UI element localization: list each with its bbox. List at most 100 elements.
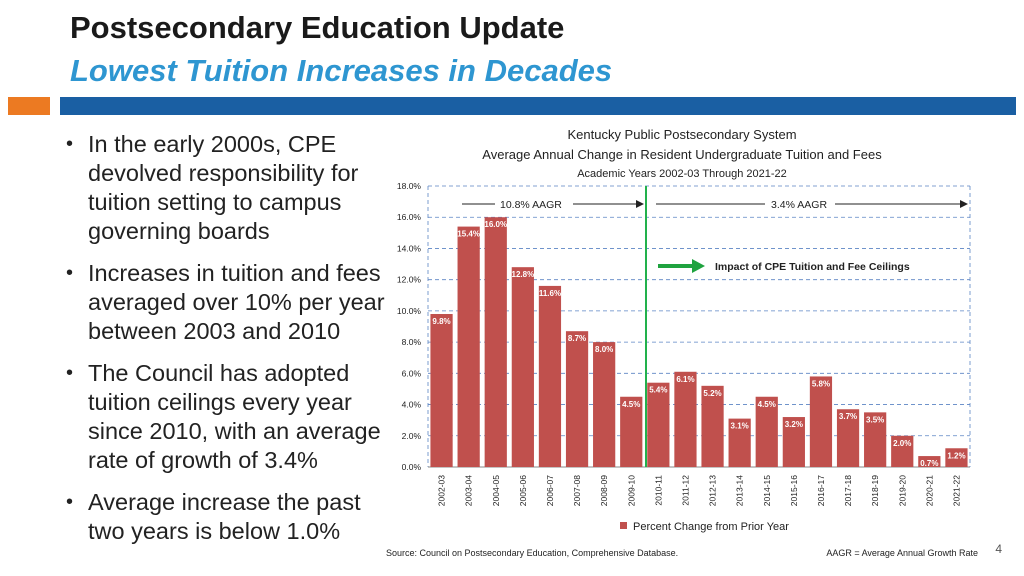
- bullet-item: • Increases in tuition and fees averaged …: [62, 259, 397, 346]
- bullet-text: In the early 2000s, CPE devolved respons…: [88, 131, 359, 244]
- chart-svg: Kentucky Public Postsecondary System Ave…: [386, 127, 978, 558]
- bar: [457, 226, 480, 467]
- x-tick-label: 2020-21: [924, 475, 934, 506]
- y-tick-label: 16.0%: [397, 212, 422, 222]
- x-tick-label: 2011-12: [680, 475, 690, 506]
- bar: [620, 396, 643, 467]
- data-label: 15.4%: [457, 230, 480, 239]
- data-label: 4.5%: [758, 400, 776, 409]
- y-tick-label: 14.0%: [397, 243, 422, 253]
- y-tick-label: 4.0%: [402, 400, 422, 410]
- bullet-item: • In the early 2000s, CPE devolved respon…: [62, 130, 397, 246]
- x-tick-label: 2019-20: [897, 475, 907, 506]
- data-labels: 9.8% 15.4% 16.0% 12.8% 11.6% 8.7% 8.0% 4.5% 5.4%…: [432, 220, 965, 468]
- bar: [836, 409, 860, 467]
- aagr-right-arrowhead-icon: [960, 200, 968, 208]
- x-tick-label: 2004-05: [491, 475, 501, 506]
- bar: [511, 267, 534, 467]
- bar: [728, 418, 751, 467]
- x-tick-label: 2017-18: [843, 475, 853, 506]
- x-tick-label: 2006-07: [545, 475, 555, 506]
- bullet-text: Average increase the past two years is b…: [88, 489, 361, 544]
- chart-bars: [430, 217, 968, 467]
- bar: [755, 396, 778, 467]
- data-label: 11.6%: [539, 289, 561, 298]
- y-axis-ticks: 0.0% 2.0% 4.0% 6.0% 8.0% 10.0% 12.0% 14.0% 16.0%…: [397, 181, 422, 472]
- x-tick-label: 2016-17: [816, 475, 826, 506]
- data-label: 12.8%: [512, 270, 535, 279]
- data-label: 5.4%: [649, 386, 667, 395]
- x-tick-label: 2021-22: [951, 475, 961, 506]
- x-tick-label: 2013-14: [735, 475, 745, 506]
- bullet-text: The Council has adopted tuition ceilings…: [88, 360, 381, 473]
- bullet-text: Increases in tuition and fees averaged o…: [88, 260, 385, 344]
- tuition-chart: Kentucky Public Postsecondary System Ave…: [380, 120, 1010, 570]
- bar: [484, 217, 507, 467]
- aagr-right-label: 3.4% AAGR: [771, 199, 827, 211]
- bar: [647, 382, 670, 467]
- x-tick-label: 2010-11: [653, 475, 663, 506]
- bar: [864, 412, 887, 467]
- bullet-list: • In the early 2000s, CPE devolved respon…: [62, 130, 397, 559]
- bullet-dot-icon: •: [66, 362, 74, 384]
- chart-source: Source: Council on Postsecondary Educati…: [386, 548, 678, 558]
- data-label: 3.1%: [731, 422, 749, 431]
- bar: [565, 331, 589, 467]
- page-number: 4: [995, 542, 1002, 556]
- data-label: 16.0%: [484, 220, 507, 229]
- data-label: 6.1%: [676, 375, 694, 384]
- x-tick-label: 2003-04: [464, 475, 474, 506]
- y-tick-label: 8.0%: [402, 337, 422, 347]
- bar: [809, 376, 833, 467]
- chart-title-line-1: Kentucky Public Postsecondary System: [567, 127, 796, 142]
- y-tick-label: 2.0%: [402, 431, 422, 441]
- y-tick-label: 18.0%: [397, 181, 422, 191]
- slide-subtitle: Lowest Tuition Increases in Decades: [70, 53, 613, 88]
- bar: [674, 371, 697, 467]
- x-tick-label: 2005-06: [518, 475, 528, 506]
- y-tick-label: 12.0%: [397, 275, 422, 285]
- bar: [945, 448, 968, 467]
- bar: [918, 456, 941, 467]
- bullet-dot-icon: •: [66, 133, 74, 155]
- legend-swatch: [620, 522, 627, 529]
- data-label: 1.2%: [947, 451, 965, 460]
- data-label: 3.5%: [866, 415, 884, 424]
- data-label: 3.7%: [839, 412, 857, 421]
- chart-grid: [427, 185, 971, 468]
- x-tick-label: 2012-13: [708, 475, 718, 506]
- data-label: 8.0%: [595, 345, 613, 354]
- bullet-dot-icon: •: [66, 491, 74, 513]
- bar: [891, 435, 914, 467]
- data-label: 8.7%: [568, 334, 586, 343]
- bullet-item: • The Council has adopted tuition ceiling…: [62, 359, 397, 475]
- impact-arrowhead-icon: [692, 259, 705, 273]
- aagr-left-label: 10.8% AAGR: [500, 199, 562, 211]
- aagr-left-arrowhead-icon: [636, 200, 644, 208]
- data-label: 3.2%: [785, 420, 803, 429]
- data-label: 5.8%: [812, 379, 830, 388]
- chart-title-line-2: Average Annual Change in Resident Underg…: [482, 147, 882, 162]
- aagr-footnote: AAGR = Average Annual Growth Rate: [826, 548, 978, 558]
- data-label: 9.8%: [432, 317, 450, 326]
- data-label: 0.7%: [920, 459, 938, 468]
- accent-bar-orange: [8, 97, 50, 115]
- accent-bar-blue: [60, 97, 1016, 115]
- x-tick-label: 2015-16: [789, 475, 799, 506]
- data-label: 4.5%: [622, 400, 640, 409]
- data-label: 2.0%: [893, 439, 911, 448]
- legend-label: Percent Change from Prior Year: [633, 521, 789, 533]
- x-tick-label: 2008-09: [599, 475, 609, 506]
- bar: [782, 417, 805, 467]
- impact-label: Impact of CPE Tuition and Fee Ceilings: [715, 261, 910, 273]
- bullet-dot-icon: •: [66, 262, 74, 284]
- y-tick-label: 0.0%: [402, 462, 422, 472]
- y-tick-label: 10.0%: [397, 306, 422, 316]
- x-axis-ticks: 2002-03 2003-04 2004-05 2005-06 2006-07 2007-…: [437, 475, 962, 506]
- bar: [538, 285, 562, 467]
- data-label: 5.2%: [703, 389, 721, 398]
- bar: [593, 342, 616, 467]
- y-tick-label: 6.0%: [402, 368, 422, 378]
- x-tick-label: 2009-10: [626, 475, 636, 506]
- bar: [430, 314, 453, 467]
